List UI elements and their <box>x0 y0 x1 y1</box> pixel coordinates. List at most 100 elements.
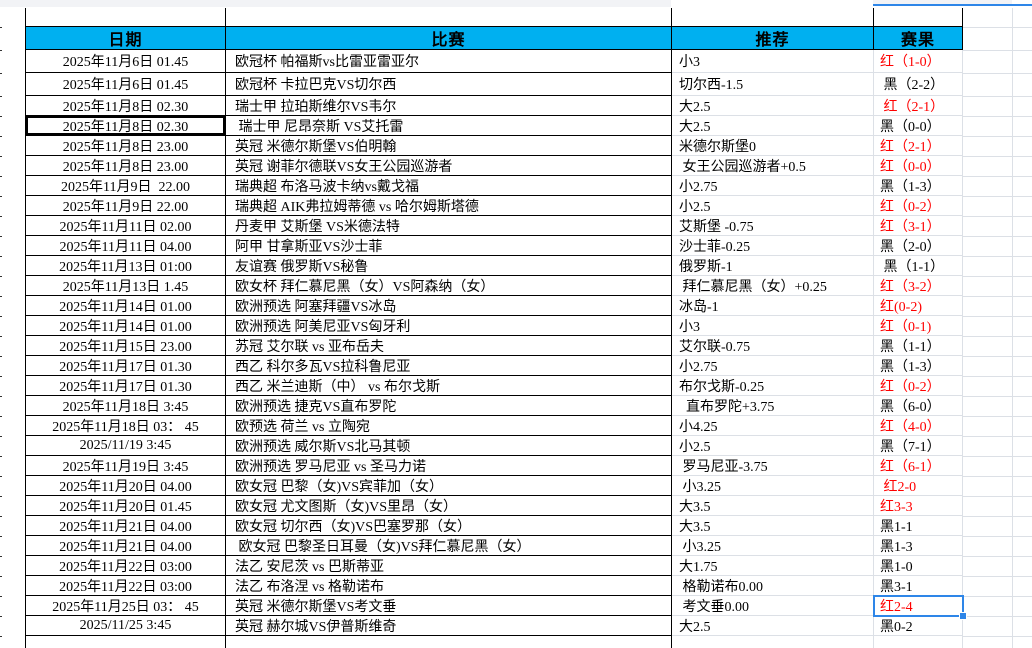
date-cell[interactable]: 2025年11月11日 04.00 <box>26 236 226 256</box>
date-cell[interactable]: 2025年11月6日 01.45 <box>26 50 226 73</box>
result-cell[interactable]: 红（2-1） <box>874 136 963 156</box>
date-cell[interactable]: 2025年11月6日 01.45 <box>26 73 226 96</box>
date-cell[interactable]: 2025/11/25 3:45 <box>26 616 226 636</box>
empty-cell[interactable] <box>226 636 672 648</box>
recommendation-cell[interactable]: 米德尔斯堡0 <box>672 136 874 156</box>
empty-cell[interactable] <box>672 8 874 27</box>
recommendation-cell[interactable]: 女王公园巡游者+0.5 <box>672 156 874 176</box>
match-cell[interactable]: 欧洲预选 威尔斯VS北马其顿 <box>226 436 672 456</box>
result-cell[interactable]: 红（3-1） <box>874 216 963 236</box>
date-cell[interactable]: 2025年11月13日 1.45 <box>26 276 226 296</box>
match-cell[interactable]: 英冠 米德尔斯堡VS考文垂 <box>226 596 672 616</box>
recommendation-cell[interactable]: 艾尔联-0.75 <box>672 336 874 356</box>
recommendation-cell[interactable]: 小3 <box>672 316 874 336</box>
result-cell[interactable]: 红3-3 <box>874 496 963 516</box>
empty-cell[interactable] <box>874 636 963 648</box>
result-cell[interactable]: 黑（7-1） <box>874 436 963 456</box>
result-cell[interactable]: 黑（6-0） <box>874 396 963 416</box>
result-cell[interactable]: 红（0-1) <box>874 316 963 336</box>
recommendation-cell[interactable]: 艾斯堡 -0.75 <box>672 216 874 236</box>
result-cell[interactable]: 黑（1-1） <box>874 256 963 276</box>
match-cell[interactable]: 欧洲预选 阿塞拜疆VS冰岛 <box>226 296 672 316</box>
match-cell[interactable]: 欧女冠 切尔西（女)VS巴塞罗那（女） <box>226 516 672 536</box>
recommendation-cell[interactable]: 切尔西-1.5 <box>672 73 874 96</box>
result-cell[interactable]: 黑0-2 <box>874 616 963 636</box>
result-cell[interactable]: 黑（0-0） <box>874 116 963 136</box>
result-cell[interactable]: 红（4-0） <box>874 416 963 436</box>
recommendation-cell[interactable]: 大3.5 <box>672 496 874 516</box>
result-cell[interactable]: 红(0-2) <box>874 296 963 316</box>
recommendation-cell[interactable]: 小4.25 <box>672 416 874 436</box>
match-cell[interactable]: 西乙 科尔多瓦VS拉科鲁尼亚 <box>226 356 672 376</box>
recommendation-cell[interactable]: 直布罗陀+3.75 <box>672 396 874 416</box>
fill-handle[interactable] <box>959 612 967 620</box>
date-cell[interactable]: 2025年11月19日 3:45 <box>26 456 226 476</box>
recommendation-cell[interactable]: 大2.5 <box>672 96 874 116</box>
result-cell[interactable]: 黑（1-3） <box>874 356 963 376</box>
result-cell[interactable]: 黑1-0 <box>874 556 963 576</box>
recommendation-cell[interactable]: 俄罗斯-1 <box>672 256 874 276</box>
match-cell[interactable]: 欧洲预选 阿美尼亚VS匈牙利 <box>226 316 672 336</box>
recommendation-cell[interactable]: 小3.25 <box>672 536 874 556</box>
match-cell[interactable]: 欧洲预选 捷克VS直布罗陀 <box>226 396 672 416</box>
date-cell[interactable]: 2025年11月14日 01.00 <box>26 296 226 316</box>
date-cell[interactable]: 2025年11月14日 01.00 <box>26 316 226 336</box>
match-cell[interactable]: 欧女冠 巴黎圣日耳曼（女)VS拜仁慕尼黑（女） <box>226 536 672 556</box>
header-recommendation[interactable]: 推荐 <box>672 27 874 50</box>
match-cell[interactable]: 瑞士甲 拉珀斯维尔VS韦尔 <box>226 96 672 116</box>
recommendation-cell[interactable]: 格勒诺布0.00 <box>672 576 874 596</box>
result-cell[interactable]: 黑1-3 <box>874 536 963 556</box>
recommendation-cell[interactable]: 大1.75 <box>672 556 874 576</box>
recommendation-cell[interactable]: 小2.75 <box>672 176 874 196</box>
match-cell[interactable]: 欧预选 荷兰 vs 立陶宛 <box>226 416 672 436</box>
recommendation-cell[interactable]: 小2.5 <box>672 196 874 216</box>
recommendation-cell[interactable]: 罗马尼亚-3.75 <box>672 456 874 476</box>
empty-cell[interactable] <box>874 8 963 27</box>
result-cell[interactable]: 黑（2-0） <box>874 236 963 256</box>
match-cell[interactable]: 友谊赛 俄罗斯VS秘鲁 <box>226 256 672 276</box>
recommendation-cell[interactable]: 大2.5 <box>672 616 874 636</box>
match-cell[interactable]: 法乙 安尼茨 vs 巴斯蒂亚 <box>226 556 672 576</box>
date-cell[interactable]: 2025年11月22日 03:00 <box>26 556 226 576</box>
date-cell[interactable]: 2025年11月15日 23.00 <box>26 336 226 356</box>
match-cell[interactable]: 丹麦甲 艾斯堡 VS米德法特 <box>226 216 672 236</box>
match-cell[interactable]: 西乙 米兰迪斯（中） vs 布尔戈斯 <box>226 376 672 396</box>
result-cell[interactable]: 黑（2-2） <box>874 73 963 96</box>
recommendation-cell[interactable]: 小2.5 <box>672 436 874 456</box>
header-match[interactable]: 比赛 <box>226 27 672 50</box>
recommendation-cell[interactable]: 拜仁慕尼黑（女）+0.25 <box>672 276 874 296</box>
match-cell[interactable]: 欧女冠 尤文图斯（女)VS里昂（女） <box>226 496 672 516</box>
recommendation-cell[interactable]: 冰岛-1 <box>672 296 874 316</box>
result-cell[interactable]: 红（3-2） <box>874 276 963 296</box>
match-cell[interactable]: 瑞士甲 尼昂奈斯 VS艾托雷 <box>226 116 672 136</box>
date-cell[interactable]: 2025年11月20日 01.45 <box>26 496 226 516</box>
match-cell[interactable]: 法乙 布洛涅 vs 格勒诺布 <box>226 576 672 596</box>
result-cell[interactable]: 黑1-1 <box>874 516 963 536</box>
match-cell[interactable]: 英冠 谢菲尔德联VS女王公园巡游者 <box>226 156 672 176</box>
date-cell[interactable]: 2025年11月21日 04.00 <box>26 536 226 556</box>
date-cell[interactable]: 2025年11月18日 3:45 <box>26 396 226 416</box>
recommendation-cell[interactable]: 小3 <box>672 50 874 73</box>
result-cell[interactable]: 黑3-1 <box>874 576 963 596</box>
date-cell[interactable]: 2025年11月20日 04.00 <box>26 476 226 496</box>
match-cell[interactable]: 瑞典超 AIK弗拉姆蒂德 vs 哈尔姆斯塔德 <box>226 196 672 216</box>
empty-cell[interactable] <box>226 8 672 27</box>
date-cell[interactable]: 2025年11月17日 01.30 <box>26 376 226 396</box>
header-result[interactable]: 赛果 <box>874 27 963 50</box>
result-cell[interactable]: 红（1-0） <box>874 50 963 73</box>
header-date[interactable]: 日期 <box>26 27 226 50</box>
date-cell[interactable]: 2025年11月22日 03:00 <box>26 576 226 596</box>
empty-cell[interactable] <box>672 636 874 648</box>
empty-cell[interactable] <box>26 636 226 648</box>
recommendation-cell[interactable]: 布尔戈斯-0.25 <box>672 376 874 396</box>
result-cell[interactable]: 红2-0 <box>874 476 963 496</box>
result-cell[interactable]: 红（0-2） <box>874 196 963 216</box>
date-cell[interactable]: 2025年11月8日 02.30 <box>26 96 226 116</box>
recommendation-cell[interactable]: 大3.5 <box>672 516 874 536</box>
date-cell[interactable]: 2025年11月25日 03： 45 <box>26 596 226 616</box>
match-cell[interactable]: 欧女冠 巴黎（女)VS宾菲加（女） <box>226 476 672 496</box>
date-cell[interactable]: 2025年11月18日 03： 45 <box>26 416 226 436</box>
match-cell[interactable]: 欧冠杯 帕福斯vs比雷亚雷亚尔 <box>226 50 672 73</box>
match-cell[interactable]: 英冠 米德尔斯堡VS伯明翰 <box>226 136 672 156</box>
date-cell[interactable]: 2025年11月8日 02.30 <box>26 116 226 136</box>
